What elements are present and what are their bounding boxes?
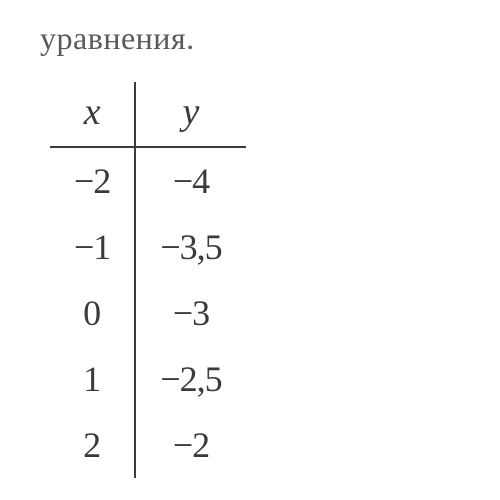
table-cell-y: −2: [135, 412, 245, 478]
table-header-x: x: [50, 82, 135, 147]
value-table: x y −2 −4 −1 −3,5 0 −3 1 −2,5 2 −2: [50, 82, 246, 478]
table-cell-x: −1: [50, 214, 135, 280]
table-row: 1 −2,5: [50, 346, 246, 412]
table-row: −2 −4: [50, 147, 246, 214]
table-cell-y: −4: [135, 147, 245, 214]
table-row: −1 −3,5: [50, 214, 246, 280]
table-header-row: x y: [50, 82, 246, 147]
table-cell-x: 1: [50, 346, 135, 412]
table-cell-y: −3,5: [135, 214, 245, 280]
table-cell-x: 0: [50, 280, 135, 346]
table-cell-x: −2: [50, 147, 135, 214]
table-row: 0 −3: [50, 280, 246, 346]
value-table-container: x y −2 −4 −1 −3,5 0 −3 1 −2,5 2 −2: [50, 82, 246, 478]
table-cell-y: −3: [135, 280, 245, 346]
table-header-y: y: [135, 82, 245, 147]
table-cell-y: −2,5: [135, 346, 245, 412]
table-row: 2 −2: [50, 412, 246, 478]
caption-text: уравнения.: [40, 20, 470, 57]
table-cell-x: 2: [50, 412, 135, 478]
